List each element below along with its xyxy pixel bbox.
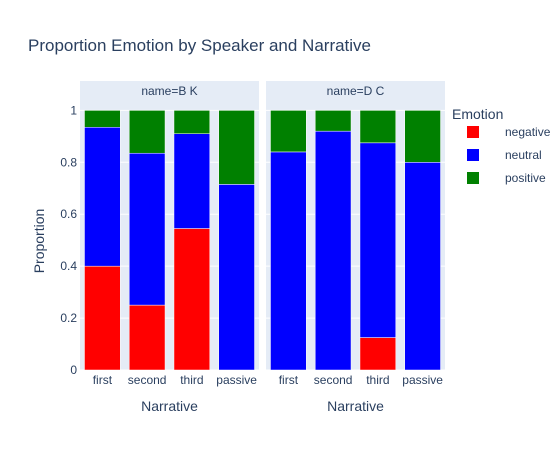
- legend-item-positive[interactable]: positive: [467, 171, 546, 185]
- bar-segment-positive[interactable]: [314, 110, 352, 132]
- facet-strip: [266, 81, 445, 100]
- legend-label: negative: [505, 125, 551, 139]
- facet-strip: [80, 81, 259, 100]
- legend: Emotion negative neutral positive: [452, 106, 551, 185]
- bar-segment-positive[interactable]: [359, 110, 397, 144]
- y-tick-label: 0.4: [60, 259, 77, 273]
- x-tick-label: passive: [216, 373, 257, 387]
- bar-segment-neutral[interactable]: [173, 133, 211, 229]
- bar-segment-neutral[interactable]: [270, 151, 307, 371]
- legend-swatch: [467, 172, 479, 184]
- bar-segment-neutral[interactable]: [404, 162, 441, 371]
- legend-title: Emotion: [452, 106, 503, 122]
- bar-segment-negative[interactable]: [173, 228, 211, 371]
- legend-swatch: [467, 149, 479, 161]
- bar-segment-positive[interactable]: [270, 110, 307, 153]
- y-tick-label: 0.2: [60, 311, 77, 325]
- legend-item-negative[interactable]: negative: [467, 125, 551, 139]
- bar-segment-neutral[interactable]: [359, 142, 397, 338]
- y-tick-label: 0: [70, 363, 77, 377]
- legend-label: positive: [505, 171, 546, 185]
- legend-label: neutral: [505, 148, 542, 162]
- bar-segment-negative[interactable]: [84, 265, 121, 371]
- bar-segment-positive[interactable]: [173, 110, 211, 134]
- facet-panel: name=B K first second third passive Narrative: [80, 81, 259, 414]
- x-axis-title: Narrative: [141, 398, 198, 414]
- y-axis-title: Proportion: [31, 209, 47, 274]
- facet-panels: name=B K first second third passive Narrative…: [60, 81, 445, 414]
- facet-label: name=D C: [327, 84, 385, 98]
- legend-item-neutral[interactable]: neutral: [467, 148, 542, 162]
- bar-segment-positive[interactable]: [84, 110, 121, 128]
- x-tick-label: first: [279, 373, 299, 387]
- x-tick-label: third: [366, 373, 389, 387]
- x-tick-label: second: [314, 373, 353, 387]
- x-tick-label: passive: [402, 373, 443, 387]
- bar-segment-neutral[interactable]: [84, 127, 121, 267]
- bar-segment-negative[interactable]: [359, 337, 397, 371]
- y-tick-label: 0.8: [60, 155, 77, 169]
- legend-swatch: [467, 126, 479, 138]
- bar-segment-positive[interactable]: [128, 110, 166, 154]
- bar-segment-neutral[interactable]: [218, 184, 255, 371]
- bar-segment-positive[interactable]: [218, 110, 255, 185]
- facet-panel: name=D C first second third passive Narrative: [266, 81, 445, 414]
- bar-segment-neutral[interactable]: [128, 152, 166, 306]
- y-tick-label: 1: [70, 103, 77, 117]
- x-tick-label: second: [128, 373, 167, 387]
- bar-segment-negative[interactable]: [128, 304, 166, 371]
- x-tick-label: third: [180, 373, 203, 387]
- bar-segment-neutral[interactable]: [314, 130, 352, 371]
- facet-label: name=B K: [141, 84, 197, 98]
- y-tick-label: 0.6: [60, 207, 77, 221]
- bar-segment-positive[interactable]: [404, 110, 441, 163]
- x-tick-label: first: [93, 373, 113, 387]
- chart-title: Proportion Emotion by Speaker and Narrat…: [28, 36, 371, 55]
- x-axis-title: Narrative: [327, 398, 384, 414]
